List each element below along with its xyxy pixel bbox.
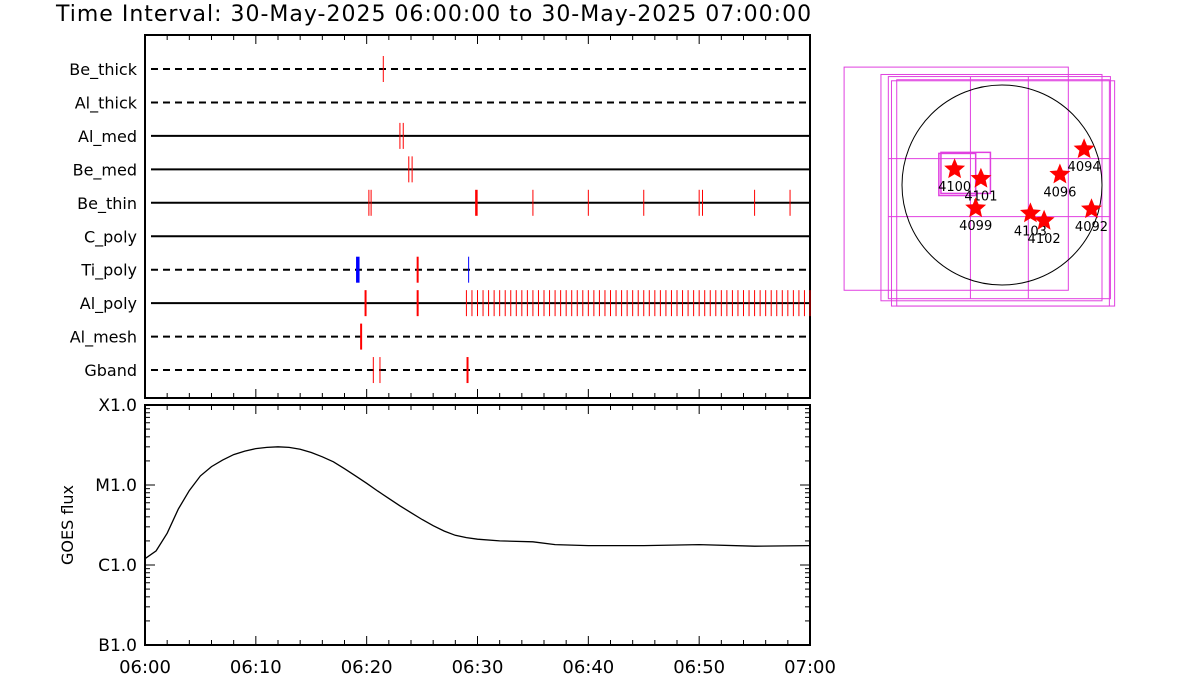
row-label-al_med: Al_med <box>78 127 137 147</box>
row-label-ti_poly: Ti_poly <box>80 261 137 281</box>
fov-box <box>896 79 1110 307</box>
active-region-label: 4096 <box>1043 185 1076 200</box>
goes-flux-line <box>144 446 811 560</box>
active-region-star-icon <box>1033 209 1055 230</box>
active-region-label: 4102 <box>1028 232 1061 247</box>
active-region-label: 4094 <box>1068 160 1101 175</box>
active-region-star-icon <box>965 197 987 218</box>
active-region-label: 4092 <box>1075 220 1108 235</box>
row-label-al_mesh: Al_mesh <box>70 328 137 348</box>
active-region-star-icon <box>1073 138 1095 159</box>
fov-box <box>940 151 992 195</box>
x-tick-label: 07:00 <box>784 657 836 678</box>
active-region-label: 4101 <box>964 190 997 205</box>
active-region-label: 4100 <box>938 180 971 195</box>
row-label-be_med: Be_med <box>73 160 137 180</box>
row-label-be_thin: Be_thin <box>77 194 137 214</box>
page-title: Time Interval: 30-May-2025 06:00:00 to 3… <box>56 2 813 27</box>
fov-box <box>938 152 977 197</box>
y-tick-label: X1.0 <box>98 396 137 416</box>
fov-box <box>887 76 1111 300</box>
y-axis-label: GOES flux <box>58 485 77 565</box>
x-tick-label: 06:20 <box>341 657 393 678</box>
fov-box <box>843 66 1069 291</box>
goes-flux-panel: 06:00 06:10 06:20 06:30 06:40 06:50 07:00 X1.0 M… <box>58 396 836 678</box>
y-tick-label: M1.0 <box>95 476 137 496</box>
row-label-be_thick: Be_thick <box>69 60 137 80</box>
row-label-al_poly: Al_poly <box>80 294 137 314</box>
goes-frame <box>144 404 811 646</box>
timeline-panel: Be_thick Al_thick Al_med Be_med Be_thin C_pol… <box>69 34 811 399</box>
active-region-star-icon <box>944 158 966 179</box>
x-tick-label: 06:00 <box>119 657 171 678</box>
row-label-al_thick: Al_thick <box>75 93 138 113</box>
active-region-star-icon <box>970 167 992 188</box>
row-label-c_poly: C_poly <box>84 227 137 247</box>
y-tick-label: C1.0 <box>98 556 137 576</box>
x-tick-label: 06:30 <box>452 657 504 678</box>
x-tick-label: 06:40 <box>562 657 614 678</box>
active-region-star-icon <box>1049 163 1071 184</box>
fov-box <box>890 80 1116 307</box>
solar-disk-outline <box>901 84 1103 286</box>
active-region-star-icon <box>1081 198 1102 219</box>
y-tick-label: B1.0 <box>98 636 137 656</box>
timeline-frame <box>144 34 811 399</box>
x-tick-label: 06:10 <box>230 657 282 678</box>
active-region-label: 4099 <box>959 219 992 234</box>
row-label-gband: Gband <box>84 361 137 380</box>
x-tick-label: 06:50 <box>673 657 725 678</box>
active-region-star-icon <box>1020 202 1041 223</box>
